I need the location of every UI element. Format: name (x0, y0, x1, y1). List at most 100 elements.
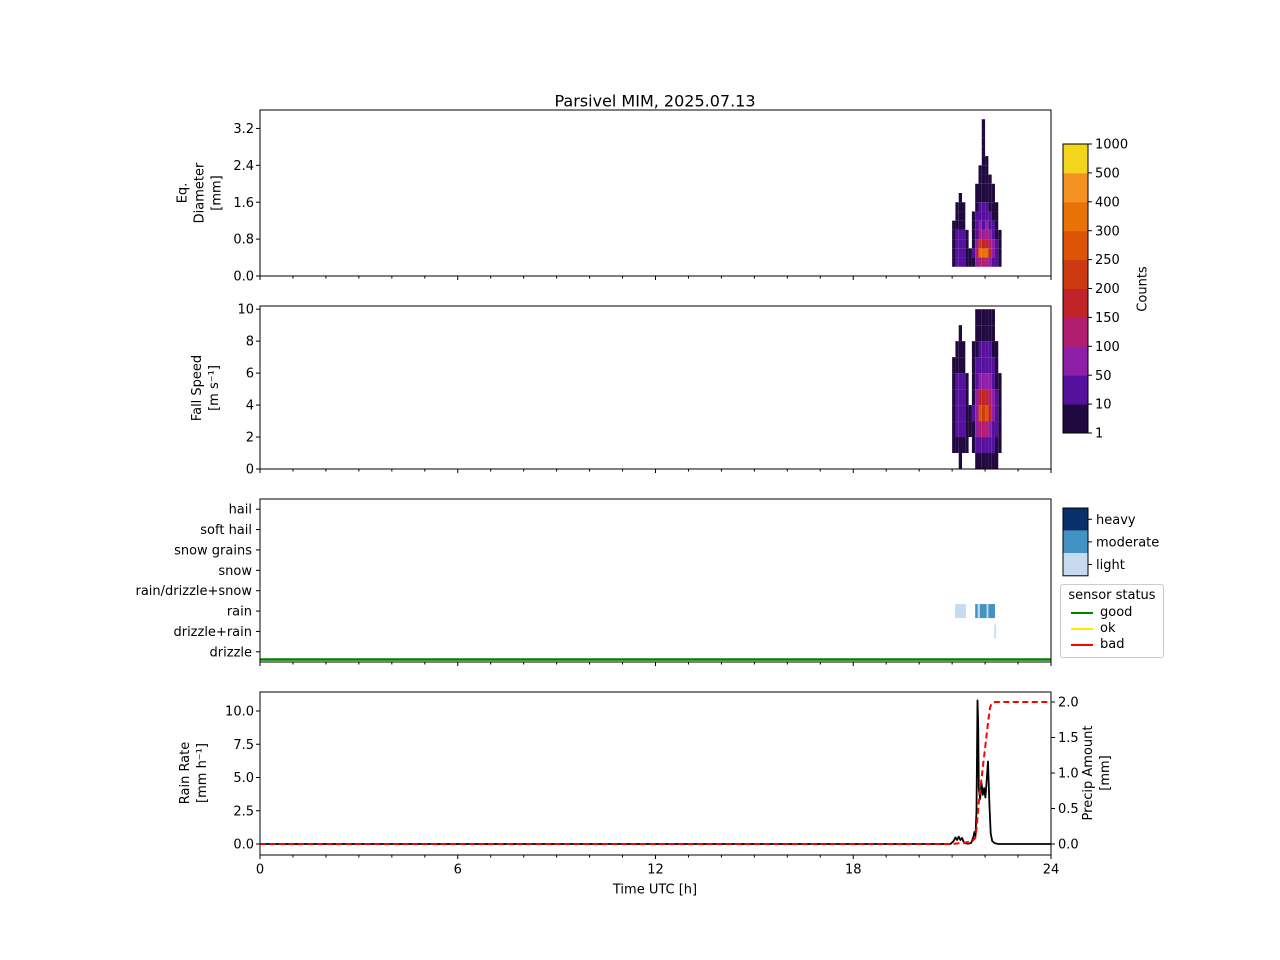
heatmap-cell (985, 257, 989, 267)
heatmap-cell (988, 183, 992, 193)
heatmap-cell (978, 239, 982, 249)
colorbar-tick-label: 100 (1095, 340, 1120, 355)
heatmap-cell (994, 357, 999, 374)
y-tick-label: 2.5 (233, 804, 254, 819)
heatmap-cell (988, 325, 992, 342)
y-tick-label: 0.5 (1058, 802, 1079, 817)
heatmap-cell (952, 389, 956, 406)
heatmap-cell (981, 437, 986, 454)
heatmap-cell (985, 341, 989, 358)
heatmap-cell (981, 183, 986, 193)
heatmap-cell (978, 248, 982, 258)
heatmap-cell (952, 239, 956, 249)
heatmap-cell (994, 421, 999, 438)
y-tick-label: 6 (246, 367, 254, 382)
precip-level-swatch (1063, 508, 1088, 531)
heatmap-cell (994, 220, 999, 230)
heatmap-cell (994, 341, 999, 358)
heatmap-cell (998, 229, 1002, 240)
heatmap-cell (952, 357, 956, 374)
heatmap-cell (978, 165, 982, 175)
heatmap-cell (962, 220, 966, 230)
heatmap-cell (991, 211, 995, 221)
heatmap-cell (988, 421, 992, 438)
panel-border (259, 691, 1052, 856)
heatmap-cell (971, 229, 976, 240)
heatmap-cell (994, 239, 999, 249)
heatmap-cell (991, 405, 995, 422)
heatmap-cell (955, 229, 959, 240)
heatmap-cell (958, 405, 963, 422)
heatmap-cell (991, 202, 995, 212)
heatmap-cell (968, 405, 972, 422)
legend-entry-bad: bad (1065, 637, 1159, 653)
heatmap-cell (981, 193, 986, 203)
heatmap-cell (994, 389, 999, 406)
heatmap-cell (952, 229, 956, 240)
heatmap-cell (978, 437, 982, 454)
heatmap-cell (981, 146, 986, 157)
heatmap-cell (991, 309, 995, 326)
heatmap-cell (962, 405, 966, 422)
x-tick-label: 18 (845, 863, 862, 878)
heatmap-cell (962, 341, 966, 358)
legend-entry-label: good (1100, 605, 1133, 620)
heatmap-cell (955, 341, 959, 358)
legend-entry-ok: ok (1065, 621, 1159, 637)
heatmap-cell (975, 389, 979, 406)
heatmap-cell (991, 437, 995, 454)
sensor-legend-title: sensor status (1068, 588, 1156, 603)
precip-type-segment (979, 604, 987, 619)
heatmap-cell (965, 389, 969, 406)
panel-border (259, 305, 1052, 470)
heatmap-cell (985, 389, 989, 406)
heatmap-cell (958, 257, 963, 267)
heatmap-cell (991, 453, 995, 469)
heatmap-cell (988, 373, 992, 390)
heatmap-cell (988, 174, 992, 184)
heatmap-cell (978, 193, 982, 203)
heatmap-cell (991, 389, 995, 406)
x-tick-label: 24 (1043, 863, 1060, 878)
heatmap-cell (952, 437, 956, 454)
heatmap-cell (962, 421, 966, 438)
heatmap-cell (978, 405, 982, 422)
heatmap-cell (981, 341, 986, 358)
rain_rate-line (260, 699, 1051, 845)
category-label: hail (229, 503, 252, 518)
heatmap-cell (975, 248, 979, 258)
heatmap-cell (962, 211, 966, 221)
heatmap-cell (955, 257, 959, 267)
heatmap-cell (985, 193, 989, 203)
heatmap-cell (952, 373, 956, 390)
heatmap-cell (965, 437, 969, 454)
heatmap-cell (985, 309, 989, 326)
heatmap-cell (981, 421, 986, 438)
heatmap-cell (978, 357, 982, 374)
heatmap-cell (988, 341, 992, 358)
heatmap-cell (988, 257, 992, 267)
heatmap-cell (975, 220, 979, 230)
heatmap-cell (978, 453, 982, 469)
heatmap-cell (991, 183, 995, 193)
heatmap-cell (981, 156, 986, 166)
eq-diameter-axis-label: Eq. Diameter [mm] (175, 162, 225, 224)
legend-line-swatch (1071, 628, 1093, 630)
colorbar-tick-label: 50 (1095, 369, 1112, 384)
heatmap-cell (971, 373, 976, 390)
heatmap-cell (985, 174, 989, 184)
heatmap-cell (988, 239, 992, 249)
y-tick-label: 2.0 (1058, 696, 1079, 711)
heatmap-cell (975, 421, 979, 438)
heatmap-cell (971, 389, 976, 406)
heatmap-cell (994, 229, 999, 240)
colorbar-segment (1063, 144, 1088, 174)
x-tick-label: 0 (256, 863, 264, 878)
heatmap-cell (991, 229, 995, 240)
heatmap-cell (971, 357, 976, 374)
colorbar-label: Counts (1135, 266, 1151, 312)
y-tick-label: 0.8 (233, 233, 254, 248)
precip-type-segment (975, 604, 978, 619)
heatmap-cell (985, 183, 989, 193)
heatmap-cell (978, 257, 982, 267)
